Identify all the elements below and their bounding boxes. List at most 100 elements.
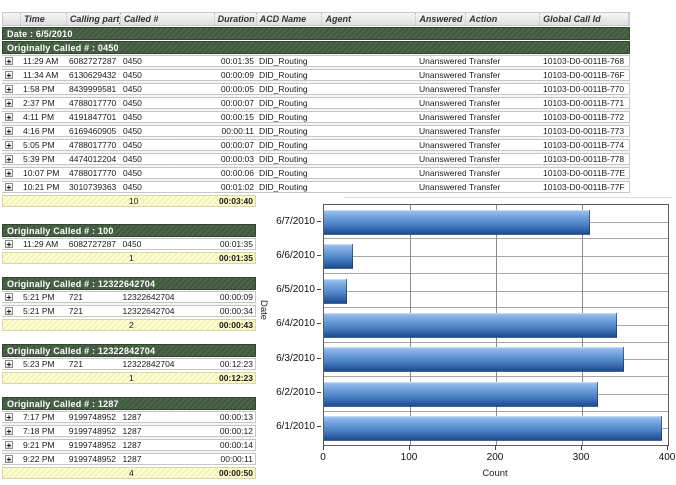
expand-row-button[interactable]: + xyxy=(5,293,13,301)
cell-action: Transfer xyxy=(469,126,501,136)
y-tick-text: 6/6/2010 xyxy=(276,249,315,261)
x-tick-label: 400 xyxy=(658,452,676,463)
cell-acd-name: DID_Routing xyxy=(259,56,308,66)
expand-row-button[interactable]: + xyxy=(5,240,13,248)
cell-calling-party-: 8439999581 xyxy=(69,84,117,94)
report-sections: Originally Called # : 0450 +11:29 AM 60827… xyxy=(2,41,630,479)
cell-calling-party-: 721 xyxy=(68,359,83,369)
expand-row-button[interactable]: + xyxy=(5,141,13,149)
summary-total-duration: 00:00:50 xyxy=(218,468,253,478)
cell-calling-party-: 4788017770 xyxy=(69,168,117,178)
expand-row-button[interactable]: + xyxy=(5,57,13,65)
y-tick-mark xyxy=(317,426,321,428)
expand-cell: + xyxy=(2,455,20,463)
cell-acd-name: DID_Routing xyxy=(259,154,308,164)
cell-acd-name: DID_Routing xyxy=(259,126,308,136)
expand-cell: + xyxy=(2,141,20,149)
section-rows: +5:23 PM 721 12322842704 00:12:23 xyxy=(2,357,256,370)
table-row: +5:23 PM 721 12322842704 00:12:23 xyxy=(2,358,256,370)
report-section: Originally Called # : 1287 +7:17 PM 919974… xyxy=(2,397,256,479)
cell-answered: Unanswered xyxy=(419,84,466,94)
chart-category-row xyxy=(324,308,668,343)
cell-time: 5:21 PM xyxy=(22,306,55,316)
summary-call-count: 10 xyxy=(129,196,139,206)
cell-called-: 1287 xyxy=(122,412,142,422)
cell-time: 11:34 AM xyxy=(23,70,59,80)
x-tick-mark xyxy=(409,445,410,450)
cell-duration: 00:00:12 xyxy=(219,426,253,436)
cell-acd-name: DID_Routing xyxy=(259,112,308,122)
cell-global-call-id: 10103-D0-0011B-771 xyxy=(543,98,625,108)
cell-answered: Unanswered xyxy=(419,126,466,136)
cell-action: Transfer xyxy=(469,154,501,164)
expand-row-button[interactable]: + xyxy=(5,155,13,163)
cell-calling-party-: 4474012204 xyxy=(69,154,117,164)
cell-time: 11:29 AM xyxy=(22,239,59,249)
expand-cell: + xyxy=(2,441,20,449)
y-tick-label: 6/1/2010 xyxy=(256,410,321,444)
table-row: +5:21 PM 721 12322642704 00:00:34 xyxy=(2,305,256,317)
y-tick-label: 6/7/2010 xyxy=(256,204,321,238)
x-tick-mark xyxy=(323,445,324,450)
cell-global-call-id: 10103-D0-0011B-768 xyxy=(543,56,625,66)
cell-duration: 00:00:13 xyxy=(219,412,253,422)
cell-time: 4:16 PM xyxy=(23,126,55,136)
cell-action: Transfer xyxy=(469,112,501,122)
cell-global-call-id: 10103-D0-0011B-778 xyxy=(543,154,625,164)
expand-row-button[interactable]: + xyxy=(5,413,13,421)
column-header-time: Time xyxy=(21,13,67,25)
cell-time: 9:21 PM xyxy=(22,440,55,450)
cell-called-: 0450 xyxy=(123,112,142,122)
expand-row-button[interactable]: + xyxy=(5,360,13,368)
expand-cell: + xyxy=(2,99,20,107)
cell-called-: 0450 xyxy=(123,182,142,192)
cell-called-: 0450 xyxy=(123,126,142,136)
cell-duration: 00:01:35 xyxy=(219,239,253,249)
cell-acd-name: DID_Routing xyxy=(259,84,308,94)
expand-row-button[interactable]: + xyxy=(5,455,13,463)
originally-called-label: Originally Called # : 1287 xyxy=(7,398,119,409)
x-tick-mark xyxy=(581,445,582,450)
originally-called-band: Originally Called # : 12322642704 xyxy=(2,277,256,290)
section-rows: +11:29 AM 6082727287 0450 00:01:35 xyxy=(2,237,256,250)
cell-calling-party-: 3010739363 xyxy=(69,182,117,192)
expand-row-button[interactable]: + xyxy=(5,183,13,191)
expand-row-button[interactable]: + xyxy=(5,169,13,177)
cell-action: Transfer xyxy=(469,56,501,66)
calls-per-date-chart: Date 6/7/2010 6/6/2010 6/5/2010 6/4/2010 6/3… xyxy=(256,196,676,484)
expand-row-button[interactable]: + xyxy=(5,99,13,107)
cell-acd-name: DID_Routing xyxy=(259,140,308,150)
cell-time: 5:05 PM xyxy=(23,140,55,150)
expand-row-button[interactable]: + xyxy=(5,441,13,449)
expand-cell: + xyxy=(2,360,20,368)
cell-called-: 0450 xyxy=(123,56,142,66)
cell-called-: 0450 xyxy=(123,168,142,178)
expand-row-button[interactable]: + xyxy=(5,427,13,435)
table-row: +4:11 PM 4191847701 0450 00:00:15 DID_Routin… xyxy=(2,111,630,123)
cell-calling-party-: 6082727287 xyxy=(68,239,117,249)
x-axis-tick-labels: 0 100 200 300 400 xyxy=(320,452,675,464)
cell-global-call-id: 10103-D0-0011B-76F xyxy=(543,70,625,80)
expand-column-header xyxy=(3,13,21,25)
table-row: +2:37 PM 4788017770 0450 00:00:07 DID_Routin… xyxy=(2,97,630,109)
summary-total-duration: 00:12:23 xyxy=(218,373,253,383)
cell-answered: Unanswered xyxy=(419,112,466,122)
cell-answered: Unanswered xyxy=(419,154,466,164)
expand-row-button[interactable]: + xyxy=(5,113,13,121)
expand-cell: + xyxy=(2,293,20,301)
expand-row-button[interactable]: + xyxy=(5,71,13,79)
table-row: +9:22 PM 9199748952 1287 00:00:11 xyxy=(2,453,256,465)
originally-called-band: Originally Called # : 100 xyxy=(2,224,256,237)
y-tick-mark xyxy=(317,357,321,359)
cell-answered: Unanswered xyxy=(419,168,466,178)
expand-row-button[interactable]: + xyxy=(5,127,13,135)
y-tick-mark xyxy=(317,392,321,394)
expand-row-button[interactable]: + xyxy=(5,307,13,315)
table-row: +5:05 PM 4788017770 0450 00:00:07 DID_Routin… xyxy=(2,139,630,151)
cell-duration: 00:01:35 xyxy=(220,56,254,66)
expand-row-button[interactable]: + xyxy=(5,85,13,93)
chart-bar xyxy=(324,312,618,337)
section-rows: +5:21 PM 721 12322642704 00:00:09 +5:21 PM 72… xyxy=(2,290,256,317)
chart-category-row xyxy=(324,412,668,445)
